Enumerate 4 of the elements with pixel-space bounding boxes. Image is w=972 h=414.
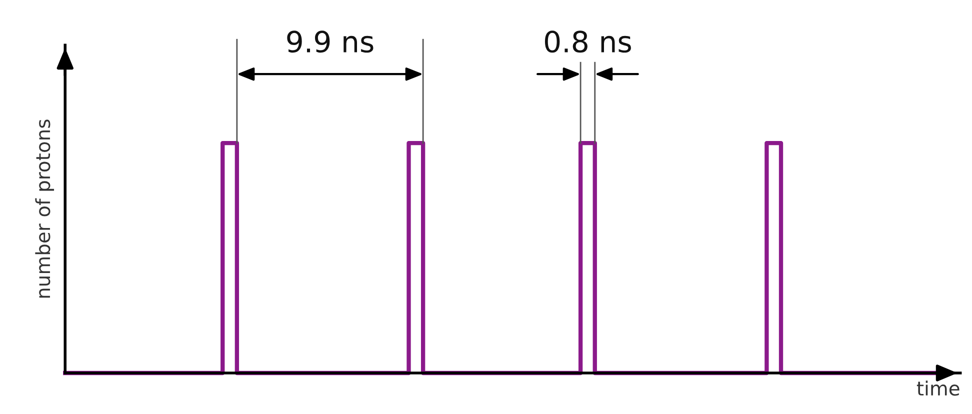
y-axis-title: number of protons <box>35 120 54 298</box>
text: 0.8 ns <box>544 30 631 53</box>
x-axis-title: time <box>916 380 960 396</box>
text: 9.9 ns <box>287 30 374 53</box>
